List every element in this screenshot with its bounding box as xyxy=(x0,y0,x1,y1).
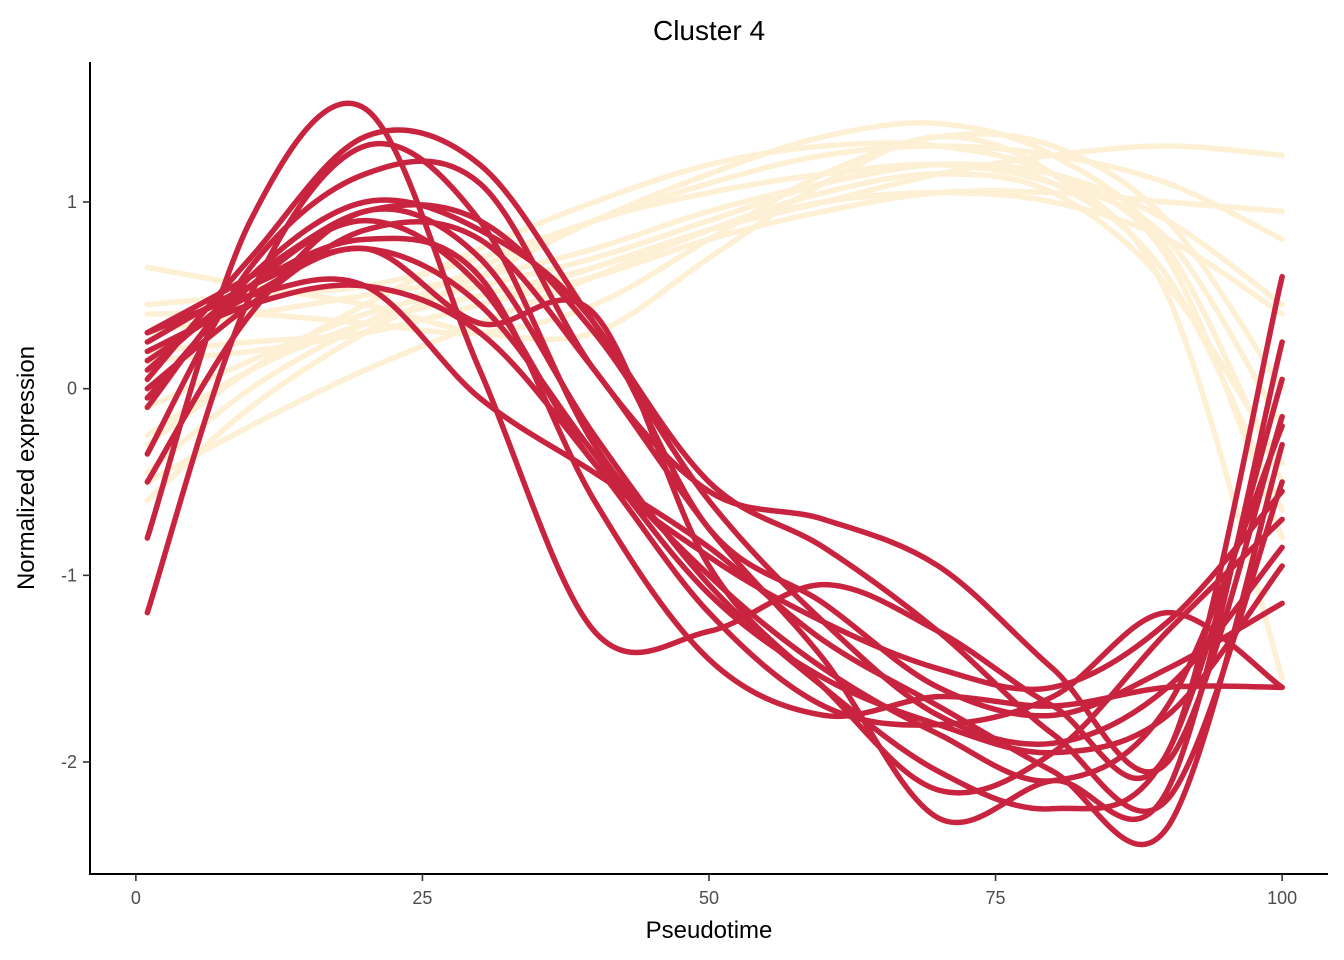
x-tick-label: 25 xyxy=(412,888,432,908)
series-line-red-5 xyxy=(144,245,1285,756)
series-line-red-14 xyxy=(144,217,1285,693)
series-line-light-11 xyxy=(144,188,1285,355)
series-line-red-8 xyxy=(144,235,1285,720)
series-line-red-3 xyxy=(144,127,1285,815)
series-line-red-7 xyxy=(144,219,1285,826)
series-line-red-13 xyxy=(144,245,1285,796)
x-tick-label: 75 xyxy=(986,888,1006,908)
series-line-red-9 xyxy=(144,197,1285,719)
x-tick-label: 50 xyxy=(699,888,719,908)
series-line-red-2 xyxy=(144,100,1285,782)
y-axis: -2 -1 0 1 xyxy=(61,192,90,772)
x-tick-label: 0 xyxy=(131,888,141,908)
x-axis-title: Pseudotime xyxy=(646,917,773,944)
x-axis: 0 25 50 75 100 xyxy=(131,874,1297,908)
series-line-light-12 xyxy=(144,161,1285,513)
x-tick-label: 100 xyxy=(1267,888,1297,908)
chart-title: Cluster 4 xyxy=(653,15,765,46)
series-line-light-10 xyxy=(144,171,1285,485)
series-line-red-10 xyxy=(144,282,1285,728)
y-axis-title: Normalized expression xyxy=(13,346,40,590)
y-tick-label: -2 xyxy=(61,752,77,772)
y-tick-label: 1 xyxy=(67,192,77,212)
series-group xyxy=(144,100,1285,848)
y-tick-label: 0 xyxy=(67,379,77,399)
series-line-red-6 xyxy=(144,158,1285,775)
y-tick-label: -1 xyxy=(61,565,77,585)
